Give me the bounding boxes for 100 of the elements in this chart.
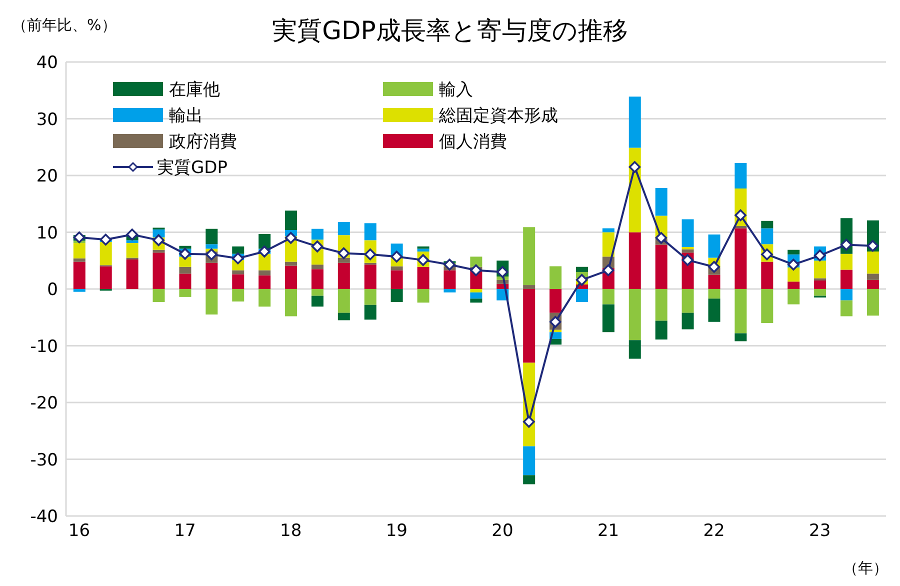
bar: [364, 304, 376, 320]
bar: [866, 252, 879, 274]
bar: [734, 289, 747, 334]
bar: [285, 210, 298, 230]
bar: [444, 289, 456, 292]
bar: [523, 475, 536, 484]
bar: [470, 289, 482, 292]
bar: [628, 289, 641, 340]
bar: [232, 246, 244, 254]
bar: [761, 262, 774, 289]
y-tick-label: -30: [30, 450, 58, 470]
bar: [682, 289, 694, 313]
bar: [628, 232, 641, 289]
bar: [258, 270, 271, 276]
bar: [417, 266, 430, 289]
bar: [655, 289, 668, 321]
x-tick-label: 22: [703, 521, 725, 542]
point: [100, 234, 112, 246]
y-tick-label: -20: [30, 394, 58, 414]
bar: [258, 234, 271, 249]
bar: [390, 270, 403, 289]
point: [549, 316, 562, 328]
bar: [788, 282, 800, 289]
point: [761, 248, 773, 260]
bar: [444, 270, 456, 289]
bar: [258, 289, 271, 307]
x-tick-label: 19: [386, 521, 408, 542]
point: [444, 258, 456, 270]
bar: [179, 266, 192, 274]
legend-label: 在庫他: [169, 78, 220, 100]
bar: [550, 289, 562, 313]
x-tick-label: 23: [809, 521, 831, 542]
bar: [523, 289, 536, 363]
bar: [258, 275, 271, 289]
legend-label: 政府消費: [169, 130, 237, 152]
legend-label: 輸出: [169, 104, 203, 126]
y-tick-label: 10: [36, 223, 58, 244]
bar: [100, 266, 112, 289]
bar: [550, 266, 562, 289]
bar: [708, 298, 720, 322]
point: [390, 250, 403, 263]
x-tick-label: 16: [68, 521, 90, 542]
bar: [364, 223, 376, 240]
bar: [840, 289, 853, 300]
bar: [734, 228, 747, 289]
bar: [470, 256, 482, 267]
bar: [311, 296, 324, 307]
bar: [655, 320, 668, 340]
bar: [866, 274, 879, 280]
y-axis-title: （前年比、%）: [12, 16, 116, 35]
bar: [417, 289, 430, 303]
bar: [73, 262, 86, 289]
bar: [523, 227, 536, 286]
bar: [258, 254, 271, 270]
bar: [311, 264, 324, 270]
point: [602, 264, 614, 276]
bar: [126, 240, 138, 244]
x-axis-title: （年）: [843, 559, 888, 578]
bar: [364, 264, 376, 289]
point: [338, 247, 350, 260]
bar: [628, 96, 641, 148]
chart-title: 実質GDP成長率と寄与度の推移: [272, 16, 628, 45]
bar: [417, 248, 430, 252]
point: [152, 234, 164, 246]
bar: [866, 289, 879, 316]
point: [840, 238, 852, 251]
bar: [602, 289, 614, 304]
bar: [311, 289, 324, 296]
point: [126, 228, 138, 240]
point: [576, 274, 588, 286]
bar: [73, 289, 86, 292]
bar: [628, 340, 641, 359]
bar: [708, 289, 720, 299]
bar: [602, 232, 614, 257]
point: [682, 254, 694, 266]
x-tick-label: 17: [174, 521, 196, 542]
x-tick-label: 21: [597, 521, 620, 542]
point: [734, 209, 746, 222]
y-tick-label: -40: [30, 507, 58, 528]
bar: [126, 243, 138, 258]
point: [206, 248, 218, 260]
bar: [602, 228, 614, 232]
bar: [708, 234, 720, 258]
bar: [734, 163, 747, 189]
bar: [761, 228, 774, 244]
bar: [206, 262, 218, 289]
point: [655, 232, 668, 244]
legend-label: 輸入: [439, 78, 473, 100]
bar: [734, 333, 747, 342]
bar: [523, 285, 536, 289]
bar: [761, 289, 774, 324]
bar: [364, 289, 376, 305]
bar: [814, 289, 826, 296]
bar: [390, 289, 403, 302]
y-tick-label: 0: [47, 280, 58, 300]
bar: [814, 260, 826, 278]
point: [73, 231, 86, 244]
bar: [814, 280, 826, 289]
bar: [655, 244, 668, 289]
bar: [126, 259, 138, 289]
